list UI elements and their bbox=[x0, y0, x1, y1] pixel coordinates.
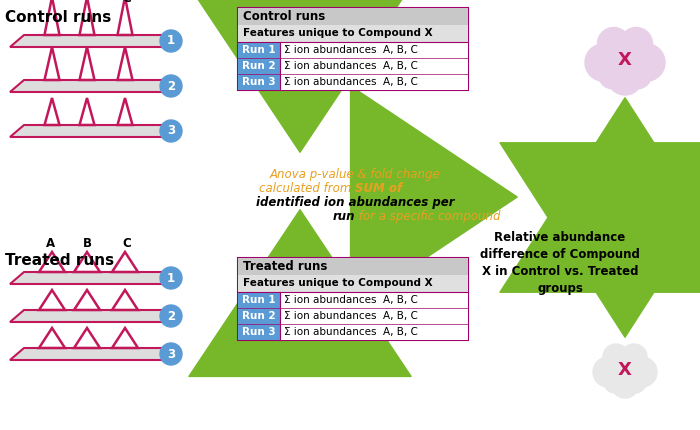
Text: C: C bbox=[122, 0, 132, 5]
Text: Σ ion abundances  A, B, C: Σ ion abundances A, B, C bbox=[284, 311, 418, 321]
Text: X: X bbox=[618, 361, 632, 379]
Circle shape bbox=[627, 357, 657, 387]
Text: 3: 3 bbox=[167, 347, 175, 360]
FancyBboxPatch shape bbox=[238, 258, 468, 275]
Text: 2: 2 bbox=[167, 80, 175, 92]
Circle shape bbox=[624, 371, 646, 393]
Circle shape bbox=[598, 61, 626, 89]
Text: identified ion abundances per: identified ion abundances per bbox=[256, 196, 454, 209]
Text: Relative abundance
difference of Compound
X in Control vs. Treated
groups: Relative abundance difference of Compoun… bbox=[480, 231, 640, 295]
Text: calculated from: calculated from bbox=[259, 182, 355, 195]
Text: SUM of: SUM of bbox=[355, 182, 402, 195]
Circle shape bbox=[598, 28, 630, 60]
Text: Run 1: Run 1 bbox=[242, 45, 276, 55]
Circle shape bbox=[605, 350, 645, 390]
Circle shape bbox=[608, 60, 643, 95]
Text: Run 1: Run 1 bbox=[242, 295, 276, 305]
Text: 2: 2 bbox=[167, 310, 175, 322]
Text: Run 2: Run 2 bbox=[242, 61, 276, 71]
Text: Σ ion abundances  A, B, C: Σ ion abundances A, B, C bbox=[284, 45, 418, 55]
Text: Features unique to Compound X: Features unique to Compound X bbox=[243, 279, 433, 289]
FancyBboxPatch shape bbox=[238, 292, 468, 308]
Text: Σ ion abundances  A, B, C: Σ ion abundances A, B, C bbox=[284, 327, 418, 337]
Circle shape bbox=[621, 344, 647, 370]
Circle shape bbox=[160, 120, 182, 142]
Text: Features unique to Compound X: Features unique to Compound X bbox=[243, 28, 433, 39]
Circle shape bbox=[603, 344, 629, 370]
Circle shape bbox=[627, 44, 665, 81]
Polygon shape bbox=[10, 125, 179, 137]
Text: Run 2: Run 2 bbox=[242, 311, 276, 321]
Polygon shape bbox=[10, 35, 179, 47]
FancyBboxPatch shape bbox=[238, 324, 280, 340]
Polygon shape bbox=[10, 272, 179, 284]
Circle shape bbox=[611, 370, 639, 398]
Text: Anova p-value & fold change: Anova p-value & fold change bbox=[270, 168, 440, 181]
Circle shape bbox=[620, 28, 652, 60]
FancyBboxPatch shape bbox=[238, 292, 280, 308]
Text: B: B bbox=[83, 237, 92, 250]
FancyBboxPatch shape bbox=[238, 258, 468, 340]
FancyBboxPatch shape bbox=[238, 8, 468, 90]
FancyBboxPatch shape bbox=[238, 8, 468, 25]
Circle shape bbox=[160, 75, 182, 97]
Text: run: run bbox=[332, 210, 355, 223]
Text: Run 3: Run 3 bbox=[242, 77, 276, 87]
Polygon shape bbox=[10, 310, 179, 322]
Polygon shape bbox=[10, 348, 179, 360]
Text: Treated runs: Treated runs bbox=[243, 260, 328, 273]
Circle shape bbox=[160, 267, 182, 289]
Text: Σ ion abundances  A, B, C: Σ ion abundances A, B, C bbox=[284, 295, 418, 305]
Circle shape bbox=[160, 305, 182, 327]
Circle shape bbox=[604, 371, 626, 393]
Text: for a specific compound: for a specific compound bbox=[355, 210, 500, 223]
FancyBboxPatch shape bbox=[238, 275, 468, 292]
Text: 1: 1 bbox=[167, 271, 175, 285]
FancyBboxPatch shape bbox=[238, 308, 468, 324]
FancyBboxPatch shape bbox=[238, 74, 280, 90]
Text: 3: 3 bbox=[167, 125, 175, 138]
Circle shape bbox=[585, 44, 622, 81]
Text: Run 3: Run 3 bbox=[242, 327, 276, 337]
Circle shape bbox=[160, 343, 182, 365]
FancyBboxPatch shape bbox=[238, 324, 468, 340]
Text: X: X bbox=[618, 51, 632, 69]
FancyBboxPatch shape bbox=[238, 308, 280, 324]
FancyBboxPatch shape bbox=[238, 58, 468, 74]
Text: Treated runs: Treated runs bbox=[5, 253, 114, 268]
Polygon shape bbox=[10, 80, 179, 92]
Text: Control runs: Control runs bbox=[5, 10, 111, 25]
FancyBboxPatch shape bbox=[238, 42, 468, 58]
FancyBboxPatch shape bbox=[238, 25, 468, 42]
Circle shape bbox=[160, 30, 182, 52]
Circle shape bbox=[624, 61, 651, 89]
Text: 1: 1 bbox=[167, 34, 175, 47]
Circle shape bbox=[593, 357, 623, 387]
Text: C: C bbox=[122, 237, 132, 250]
FancyBboxPatch shape bbox=[238, 74, 468, 90]
Text: Control runs: Control runs bbox=[243, 10, 326, 23]
FancyBboxPatch shape bbox=[238, 58, 280, 74]
FancyBboxPatch shape bbox=[238, 42, 280, 58]
Text: Σ ion abundances  A, B, C: Σ ion abundances A, B, C bbox=[284, 61, 418, 71]
Text: A: A bbox=[46, 237, 55, 250]
Circle shape bbox=[600, 35, 650, 85]
Text: Σ ion abundances  A, B, C: Σ ion abundances A, B, C bbox=[284, 77, 418, 87]
